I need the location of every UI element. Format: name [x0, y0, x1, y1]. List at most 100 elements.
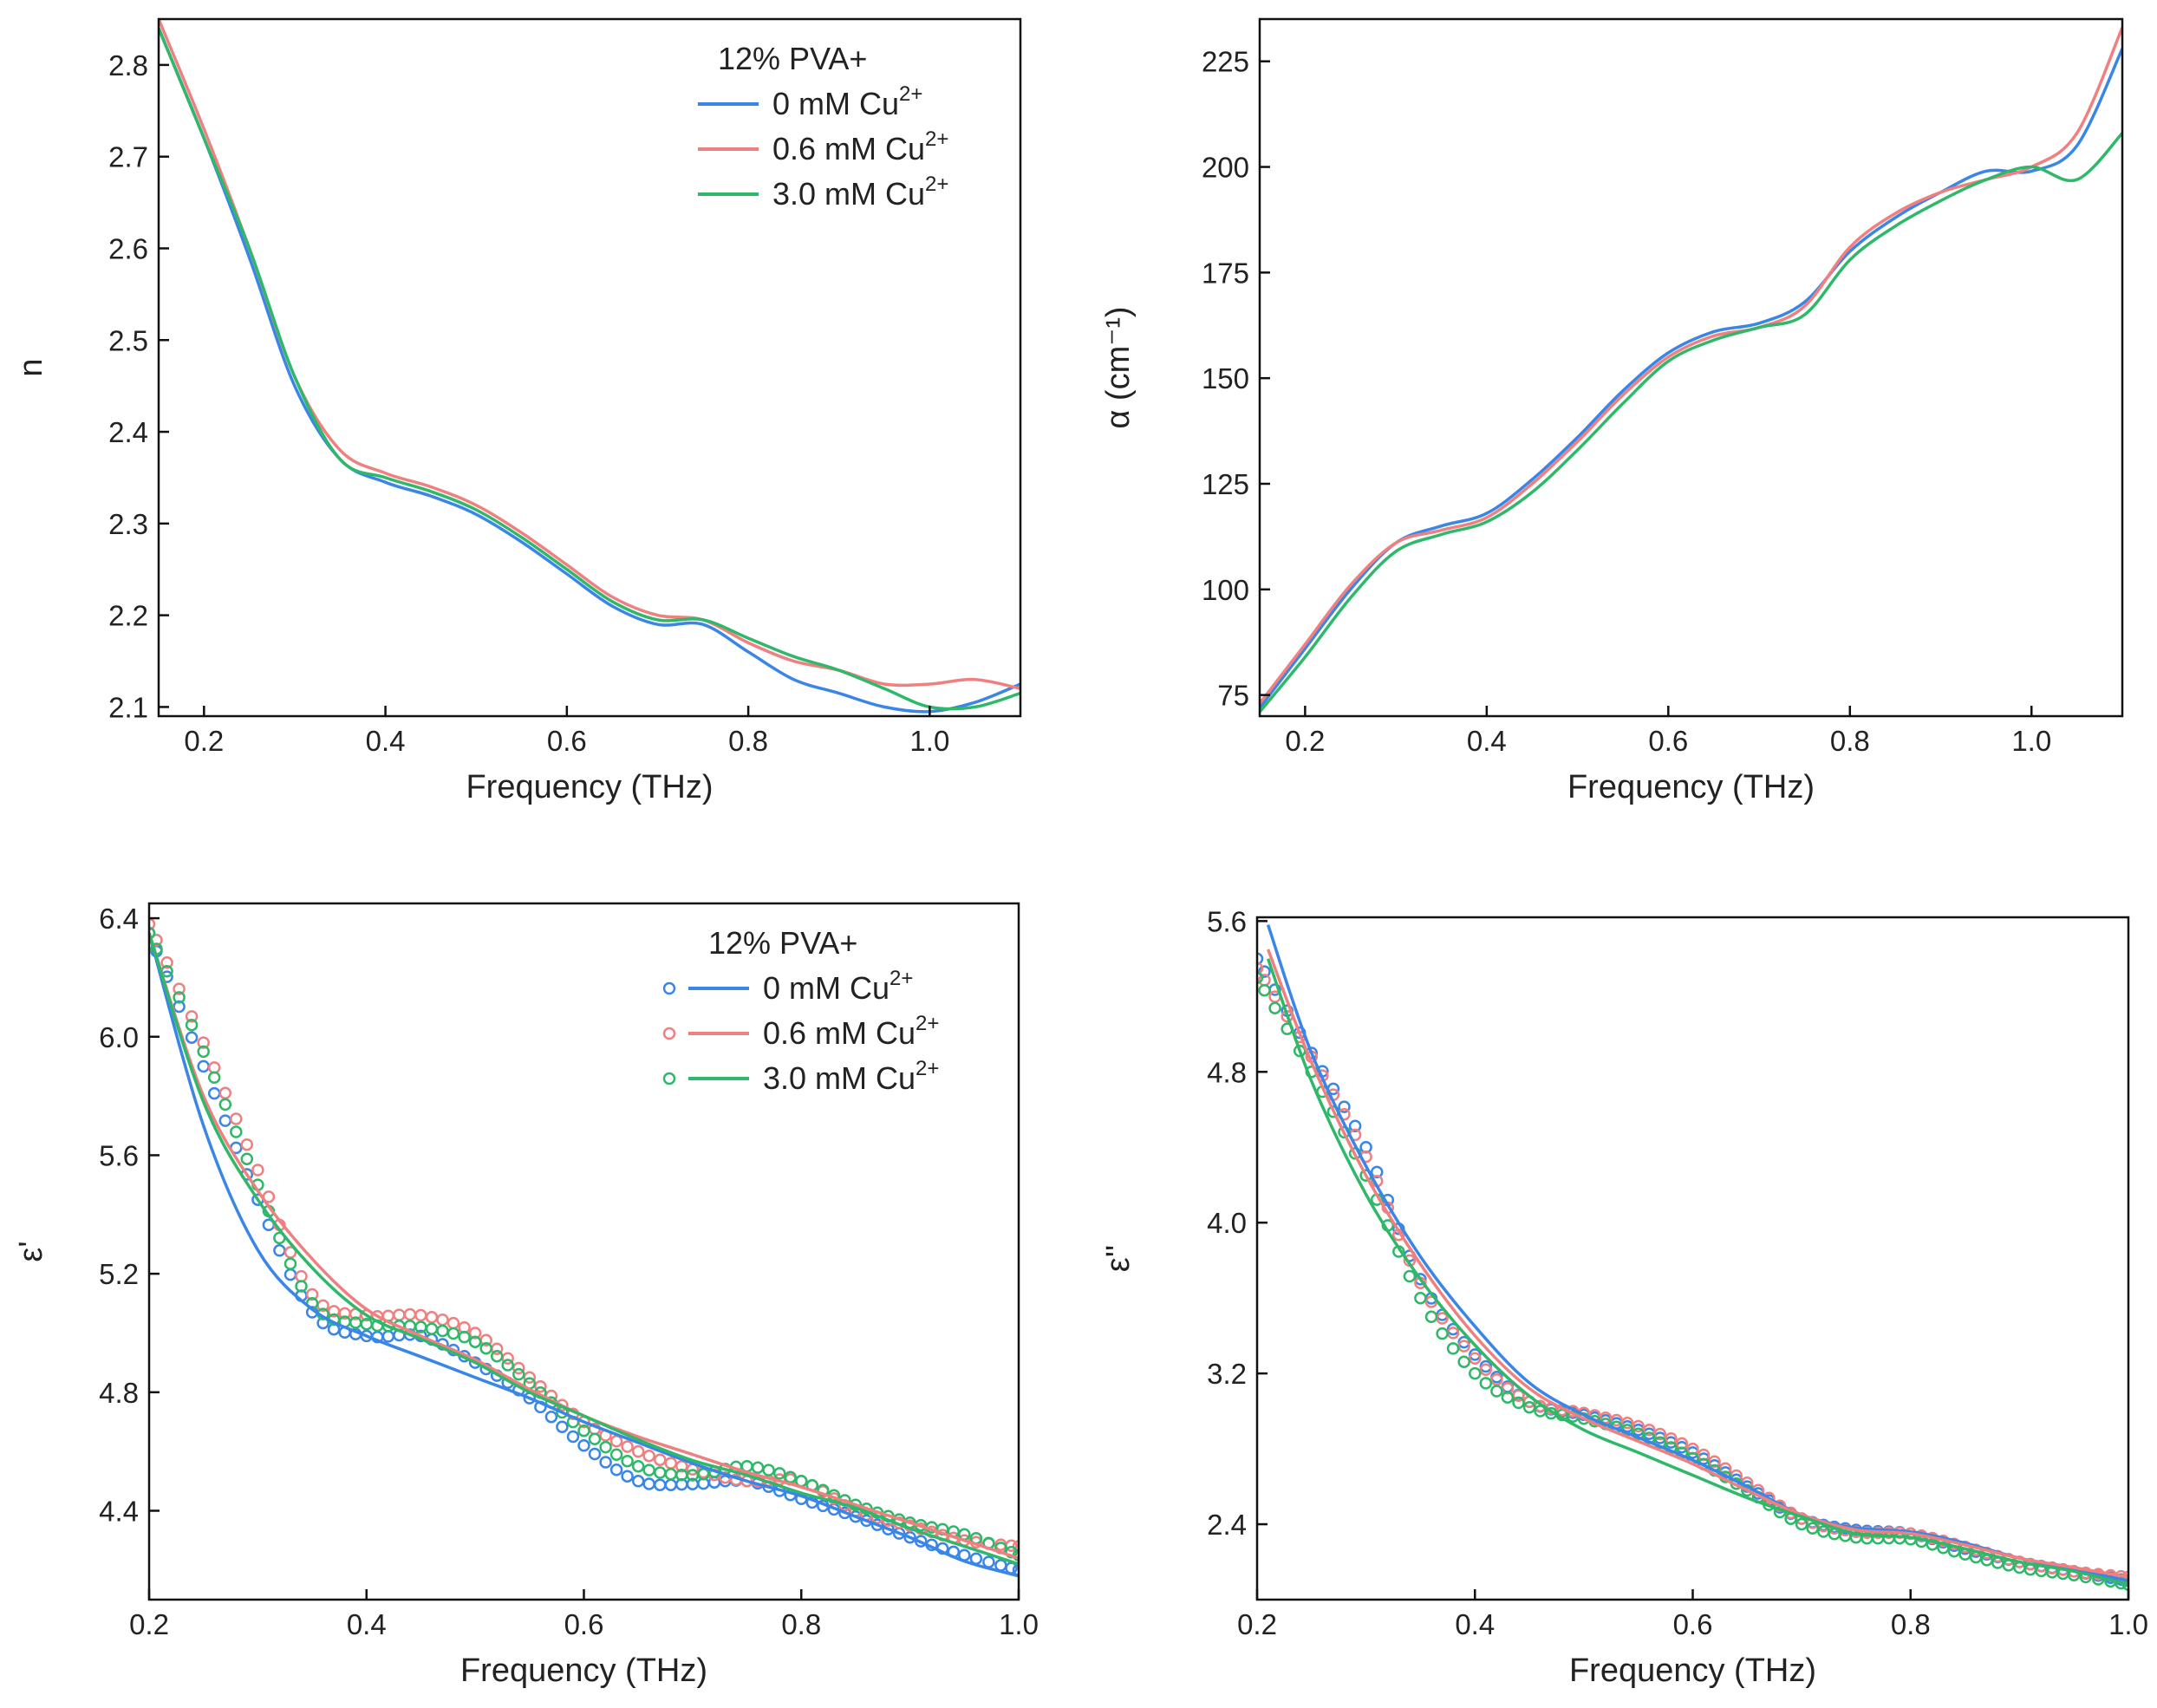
- series-line-3: [149, 932, 1019, 1578]
- data-point: [621, 1470, 634, 1483]
- legend-label-main: 0.6 mM Cu: [763, 1015, 916, 1051]
- y-tick-label: 4.0: [1207, 1207, 1247, 1239]
- data-point: [870, 1518, 884, 1532]
- data-point: [501, 1359, 514, 1372]
- data-point: [295, 1280, 308, 1293]
- y-tick-label: 150: [1202, 362, 1249, 394]
- series-line-2: [1260, 132, 2122, 714]
- data-point: [1414, 1273, 1427, 1286]
- y-tick-label: 6.0: [99, 1021, 139, 1053]
- data-point: [185, 1018, 199, 1032]
- data-point: [544, 1410, 558, 1424]
- data-point: [1512, 1396, 1525, 1410]
- data-point: [1268, 1001, 1281, 1014]
- series-line-0: [159, 27, 1020, 714]
- y-axis-title: ε'': [1100, 1245, 1137, 1272]
- data-point: [207, 1086, 221, 1100]
- data-point: [173, 1000, 186, 1014]
- data-point: [218, 1098, 232, 1112]
- data-point: [458, 1330, 471, 1344]
- data-point: [218, 1086, 232, 1100]
- data-point: [772, 1467, 786, 1480]
- data-point: [609, 1448, 623, 1461]
- series-line-1: [1260, 27, 2122, 705]
- data-point: [218, 1114, 232, 1127]
- data-point: [149, 926, 156, 940]
- data-point: [1436, 1327, 1449, 1340]
- legend-marker: [662, 1027, 676, 1040]
- data-point: [621, 1454, 634, 1468]
- data-point: [1653, 1427, 1667, 1441]
- legend-marker: [662, 981, 676, 995]
- legend-label-sup: 2+: [890, 967, 913, 990]
- x-tick-label: 0.4: [1467, 725, 1507, 757]
- y-tick-label: 4.4: [99, 1495, 139, 1527]
- y-tick-label: 2.3: [108, 508, 148, 540]
- data-point: [160, 956, 173, 969]
- x-axis-title: Frequency (THz): [466, 769, 713, 805]
- data-point: [1457, 1355, 1470, 1368]
- y-tick-label: 4.8: [1207, 1056, 1247, 1088]
- x-tick-label: 1.0: [2108, 1608, 2148, 1640]
- x-tick-label: 0.6: [547, 725, 587, 757]
- y-tick-label: 6.4: [99, 903, 139, 935]
- data-point: [185, 1010, 199, 1023]
- data-point: [479, 1341, 492, 1355]
- x-tick-label: 0.8: [781, 1608, 821, 1640]
- data-point: [490, 1350, 504, 1363]
- data-point: [1257, 952, 1264, 966]
- data-point: [425, 1322, 439, 1335]
- data-point: [1501, 1391, 1515, 1405]
- series-line-2: [159, 27, 1020, 711]
- data-point: [197, 1045, 210, 1059]
- data-point: [185, 1031, 199, 1044]
- data-point: [230, 1112, 243, 1125]
- y-tick-label: 2.2: [108, 600, 148, 632]
- data-point: [1479, 1377, 1493, 1390]
- plot-frame: [1255, 916, 2130, 1601]
- legend-label-sup: 2+: [925, 173, 948, 196]
- data-point: [1643, 1424, 1656, 1437]
- data-point: [762, 1464, 775, 1477]
- y-tick-label: 75: [1217, 680, 1249, 712]
- data-point: [240, 1138, 254, 1151]
- legend-label-main: 0.6 mM Cu: [772, 131, 925, 166]
- data-point: [1338, 1100, 1351, 1113]
- x-tick-label: 0.8: [1891, 1608, 1931, 1640]
- data-point: [577, 1439, 590, 1452]
- plot-area: [149, 917, 1019, 1578]
- data-point: [1348, 1119, 1362, 1132]
- data-point: [1675, 1437, 1689, 1450]
- data-point: [414, 1308, 427, 1322]
- x-tick-label: 0.6: [564, 1608, 604, 1640]
- y-tick-label: 2.5: [108, 324, 148, 356]
- data-point: [446, 1327, 460, 1340]
- data-point: [197, 1059, 210, 1073]
- legend-marker: [662, 1072, 676, 1085]
- data-point: [566, 1430, 580, 1444]
- plot-frame: [147, 902, 1020, 1601]
- data-point: [1632, 1419, 1645, 1433]
- x-tick-label: 0.8: [1830, 725, 1870, 757]
- data-point: [982, 1555, 995, 1568]
- data-point: [381, 1330, 395, 1343]
- y-axis-title: n: [13, 358, 49, 376]
- legend-label: 3.0 mM Cu2+: [763, 1057, 939, 1096]
- y-tick-label: 100: [1202, 574, 1249, 606]
- chart-eps_imag: 0.2 0.4 0.6 0.8 1.0 2.4 3.2 4.0 4.8 5.6 Frequency …: [1100, 905, 2148, 1689]
- data-point: [1620, 1416, 1634, 1430]
- y-tick-label: 5.6: [99, 1139, 139, 1171]
- data-point: [523, 1371, 537, 1384]
- plot-frame: [1258, 17, 2124, 718]
- x-tick-label: 1.0: [2011, 725, 2051, 757]
- y-tick-label: 125: [1202, 468, 1249, 500]
- y-tick-label: 175: [1202, 257, 1249, 289]
- data-point: [1490, 1372, 1503, 1386]
- data-point: [1479, 1363, 1493, 1376]
- data-point: [1926, 1538, 1939, 1551]
- x-tick-label: 0.4: [1455, 1608, 1495, 1640]
- data-point: [468, 1327, 482, 1340]
- data-point: [173, 982, 186, 995]
- legend-label-main: 3.0 mM Cu: [763, 1060, 916, 1096]
